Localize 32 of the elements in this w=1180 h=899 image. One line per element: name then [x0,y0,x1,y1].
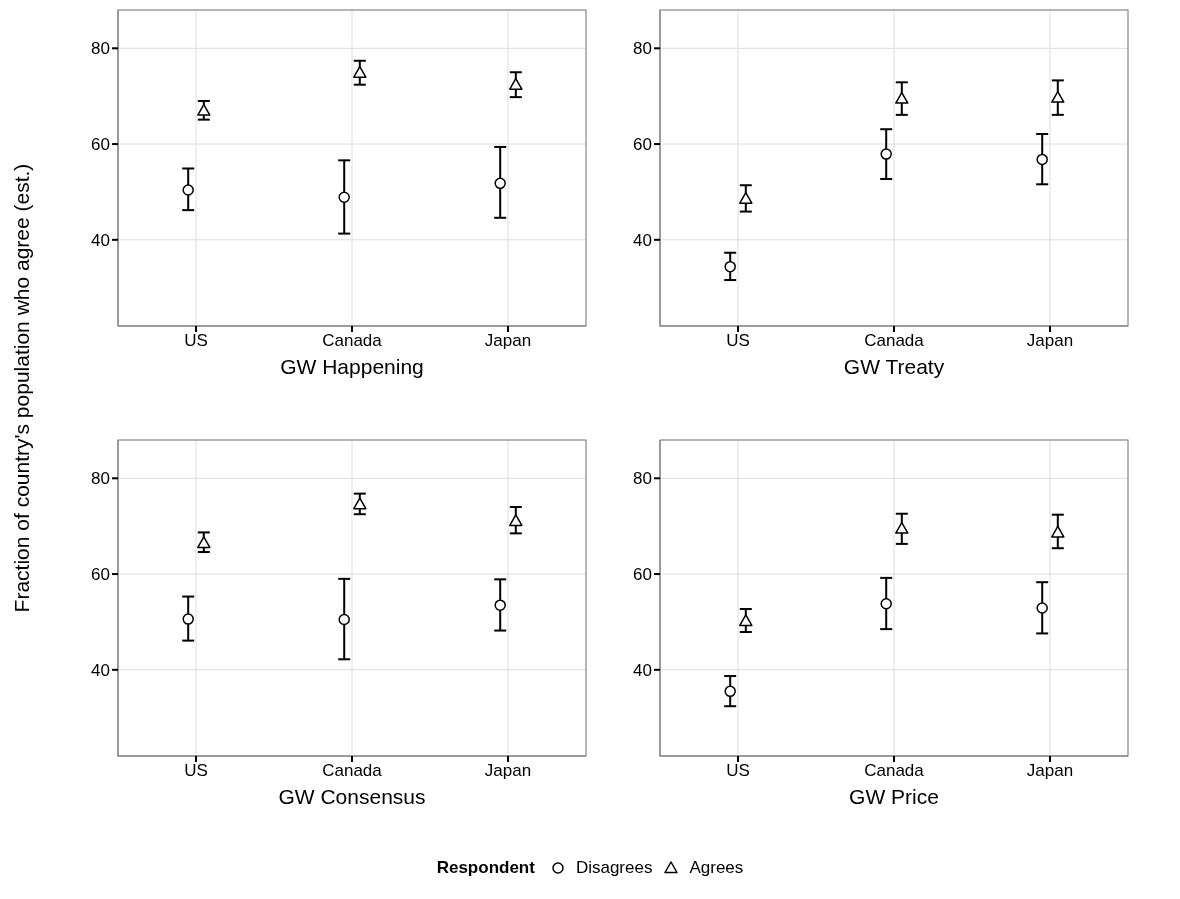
y-tick-label: 80 [633,469,652,489]
y-tick-label: 60 [91,135,110,155]
x-tick-label: Canada [864,331,925,351]
x-tick-label: Japan [484,761,532,781]
x-tick-label: Japan [1026,761,1074,781]
y-tick-label: 60 [633,565,652,585]
x-axis-title: GW Consensus [278,785,426,808]
x-tick-label: Japan [484,331,532,351]
y-tick-label: 40 [633,660,652,680]
x-tick-label: US [726,331,750,351]
y-axis-title: Fraction of country's population who agree (est.) [10,163,34,613]
y-tick-label: 80 [633,39,652,59]
x-tick-label: US [184,761,208,781]
x-axis-title: GW Treaty [843,355,945,378]
legend-title: Respondent [436,858,535,878]
x-tick-label: Canada [322,761,383,781]
y-tick-label: 80 [91,469,110,489]
x-tick-label: Canada [864,761,925,781]
y-tick-label: 80 [91,39,110,59]
y-tick-label: 40 [633,230,652,250]
x-tick-label: US [184,331,208,351]
legend-label: Agrees [689,858,744,878]
y-tick-label: 60 [633,135,652,155]
y-tick-label: 60 [91,565,110,585]
x-axis-title: GW Happening [280,355,424,378]
y-tick-label: 40 [91,230,110,250]
legend-label: Disagrees [575,858,653,878]
x-tick-label: Japan [1026,331,1074,351]
x-tick-label: US [726,761,750,781]
y-tick-label: 40 [91,660,110,680]
x-tick-label: Canada [322,331,383,351]
x-axis-title: GW Price [849,785,939,808]
